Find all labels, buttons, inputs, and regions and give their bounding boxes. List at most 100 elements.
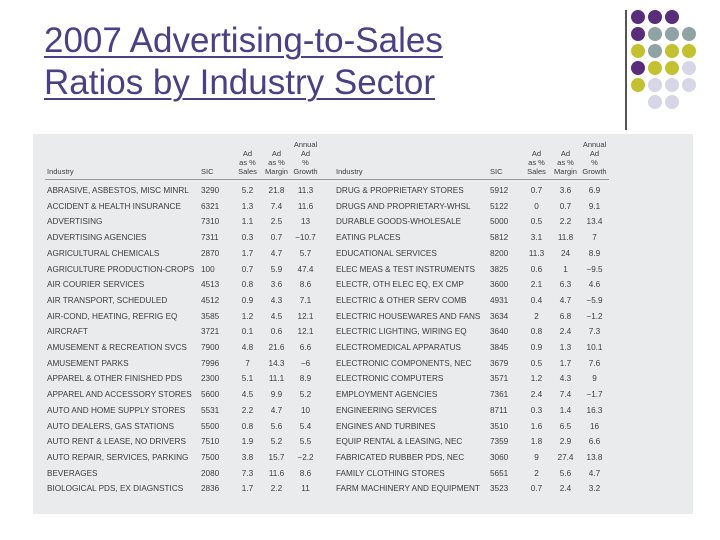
cell-ad-margin: 11.1: [268, 374, 285, 384]
cell-growth: 7.3: [588, 327, 601, 337]
cell-ad-sales: 1.2: [530, 374, 543, 384]
column-gap: [320, 293, 334, 309]
cell-industry: ENGINEERING SERVICES: [336, 405, 437, 415]
cell-ad-margin: 2.4: [559, 484, 572, 494]
cell-growth: 47.4: [297, 264, 314, 274]
cell-ad-sales: 0.7: [530, 186, 543, 195]
cell-industry: DURABLE GOODS-WHOLESALE: [336, 217, 462, 227]
cell-ad-margin: 11.8: [557, 233, 574, 243]
cell-ad-margin: 2.4: [559, 327, 572, 337]
table-row: AMUSEMENT PARKS 7996 7 14.3 −6 ELECTRONIC COM…: [45, 356, 609, 372]
cell-growth: 11.6: [297, 201, 314, 211]
cell-ad-margin: 6.8: [559, 311, 572, 321]
header-sic: SIC: [201, 167, 214, 176]
column-gap: [320, 371, 334, 387]
header-ad-sales-2: Ad as % Sales: [527, 149, 546, 176]
cell-growth: 10.1: [586, 343, 603, 353]
cell-industry: ELECTRONIC COMPUTERS: [336, 374, 444, 384]
cell-industry: AUTO RENT & LEASE, NO DRIVERS: [47, 437, 186, 447]
cell-growth: 4.7: [588, 468, 601, 478]
table-row: AUTO RENT & LEASE, NO DRIVERS 7510 1.9 5.2 5…: [45, 434, 609, 450]
decorative-dot: [665, 27, 679, 41]
table-row: AGRICULTURE PRODUCTION-CROPS 100 0.7 5.9 47.…: [45, 262, 609, 278]
cell-industry: FABRICATED RUBBER PDS, NEC: [336, 452, 465, 462]
cell-sic: 5531: [201, 405, 220, 415]
column-gap: [320, 340, 334, 356]
cell-industry: ELECTR, OTH ELEC EQ, EX CMP: [336, 280, 464, 290]
cell-growth: 5.7: [299, 248, 312, 258]
cell-industry: AIR COURIER SERVICES: [47, 280, 145, 290]
cell-sic: 5651: [490, 468, 509, 478]
column-gap: [320, 434, 334, 450]
cell-ad-margin: 1.3: [559, 343, 572, 353]
column-gap: [320, 309, 334, 325]
cell-ad-margin: 14.3: [268, 358, 285, 368]
cell-growth: −6: [300, 358, 311, 368]
header-sic-2: SIC: [490, 167, 503, 176]
cell-ad-sales: 2.2: [241, 405, 254, 415]
column-gap: [320, 140, 334, 180]
cell-industry: FARM MACHINERY AND EQUIPMENT: [336, 484, 480, 494]
cell-industry: FAMILY CLOTHING STORES: [336, 468, 445, 478]
column-gap: [320, 214, 334, 230]
cell-ad-sales: 0.5: [530, 358, 543, 368]
cell-growth: −9.5: [586, 264, 603, 274]
cell-industry: DRUGS AND PROPRIETARY-WHSL: [336, 201, 471, 211]
cell-sic: 3571: [490, 374, 509, 384]
cell-growth: 6.9: [588, 186, 601, 195]
cell-growth: 8.6: [299, 468, 312, 478]
cell-growth: 5.5: [299, 437, 312, 447]
decorative-dot: [648, 78, 662, 92]
cell-ad-sales: 2: [534, 468, 539, 478]
cell-industry: EQUIP RENTAL & LEASING, NEC: [336, 437, 463, 447]
table-header-row: Industry SIC Ad as % Sales Ad as % Margin An…: [45, 140, 609, 180]
cell-ad-sales: 1.1: [241, 217, 254, 227]
cell-growth: 9.1: [588, 201, 601, 211]
cell-sic: 3585: [201, 311, 220, 321]
decorative-dot: [648, 10, 662, 24]
cell-sic: 5500: [201, 421, 220, 431]
cell-sic: 4513: [201, 280, 220, 290]
cell-ad-sales: 2: [534, 311, 539, 321]
cell-sic: 3640: [490, 327, 509, 337]
cell-ad-margin: 1.7: [559, 358, 572, 368]
slide-title-line-1: 2007 Advertising-to-Sales: [44, 21, 443, 60]
cell-industry: AIR TRANSPORT, SCHEDULED: [47, 295, 168, 305]
cell-industry: ELECTRIC HOUSEWARES AND FANS: [336, 311, 481, 321]
cell-ad-margin: 0.7: [559, 201, 572, 211]
cell-ad-sales: 9: [534, 452, 539, 462]
cell-ad-margin: 1: [563, 264, 568, 274]
decorative-dot: [682, 44, 696, 58]
cell-ad-margin: 2.5: [270, 217, 283, 227]
cell-sic: 5812: [490, 233, 509, 243]
cell-sic: 7996: [201, 358, 220, 368]
cell-growth: −10.7: [295, 233, 316, 243]
cell-growth: 7.1: [299, 295, 312, 305]
cell-ad-margin: 5.9: [270, 264, 283, 274]
header-ad-sales: Ad as % Sales: [238, 149, 257, 176]
table-row: AGRICULTURAL CHEMICALS 2870 1.7 4.7 5.7 EDUCA…: [45, 246, 609, 262]
cell-ad-margin: 4.3: [559, 374, 572, 384]
decorative-dot: [648, 27, 662, 41]
cell-industry: ADVERTISING AGENCIES: [47, 233, 147, 243]
cell-sic: 3679: [490, 358, 509, 368]
cell-sic: 100: [201, 264, 215, 274]
cell-ad-margin: 7.4: [559, 390, 572, 400]
cell-ad-sales: 0.5: [530, 217, 543, 227]
table-row: AIR TRANSPORT, SCHEDULED 4512 0.9 4.3 7.1 ELE…: [45, 293, 609, 309]
cell-industry: ABRASIVE, ASBESTOS, MISC MINRL: [47, 186, 189, 195]
cell-growth: 13: [300, 217, 311, 227]
ad-sales-ratio-table: Industry SIC Ad as % Sales Ad as % Margin An…: [45, 140, 609, 497]
cell-sic: 7310: [201, 217, 220, 227]
cell-growth: 11.3: [297, 186, 314, 195]
cell-ad-sales: 0.6: [530, 264, 543, 274]
cell-growth: 4.6: [588, 280, 601, 290]
decorative-dot: [648, 44, 662, 58]
header-ad-margin: Ad as % Margin: [265, 149, 288, 176]
header-industry-2: Industry: [336, 167, 363, 176]
cell-sic: 8200: [490, 248, 509, 258]
cell-ad-margin: 5.6: [559, 468, 572, 478]
decorative-dot: [631, 44, 645, 58]
cell-industry: AMUSEMENT & RECREATION SVCS: [47, 343, 187, 353]
cell-industry: AIR-COND, HEATING, REFRIG EQ: [47, 311, 178, 321]
